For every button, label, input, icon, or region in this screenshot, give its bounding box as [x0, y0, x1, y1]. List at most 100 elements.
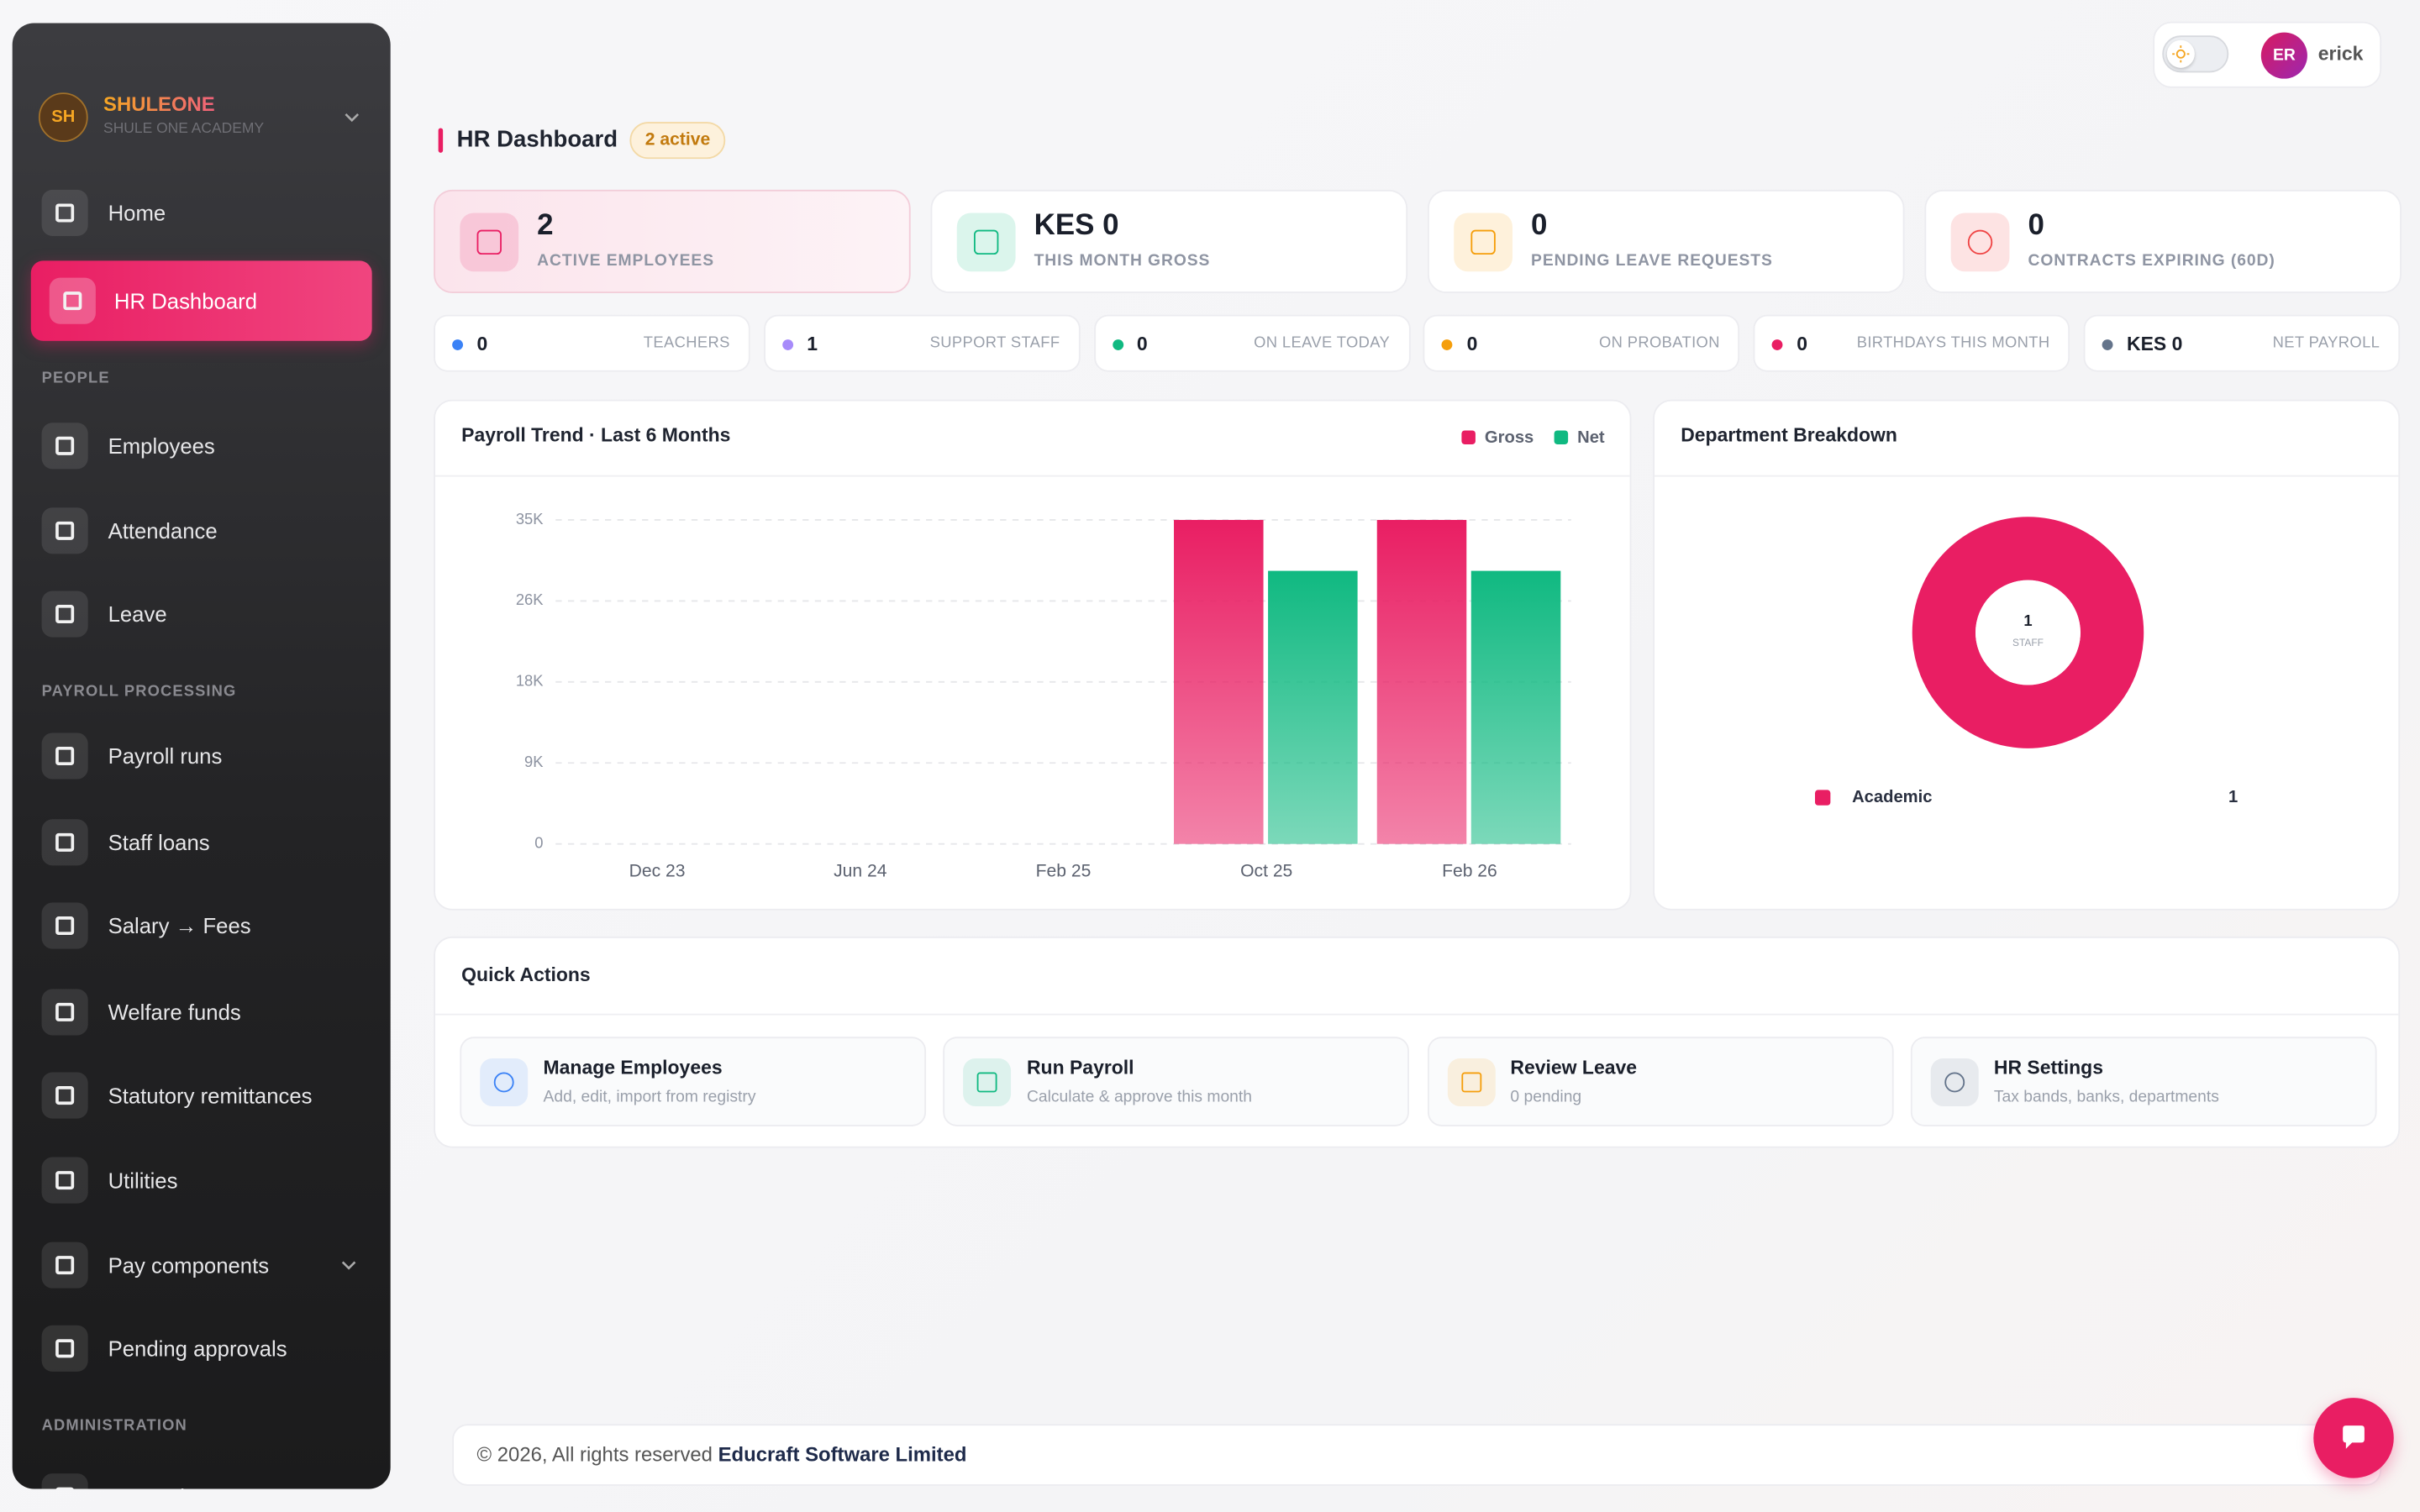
icon-glyph — [55, 916, 75, 936]
nav-item[interactable]: Statutory remittances — [108, 1083, 313, 1108]
y-tick-label: 18K — [516, 672, 544, 690]
sidebar: SH SHULEONE SHULE ONE ACADEMY Home HR Das… — [12, 23, 391, 1489]
icon-glyph — [55, 746, 75, 766]
department-card: Department Breakdown Academic 1 1 STAFF — [1653, 399, 2401, 911]
nav-icon — [41, 591, 88, 638]
nav-icon — [41, 1473, 88, 1489]
stat-label: THIS MONTH GROSS — [1034, 251, 1211, 270]
y-tick-label: 26K — [516, 591, 544, 608]
nav-icon — [49, 277, 96, 324]
nav-item[interactable]: HR Dashboard — [113, 288, 258, 313]
theme-toggle[interactable] — [2162, 35, 2229, 73]
section-title: Quick Actions — [461, 963, 591, 986]
divider — [1654, 475, 2399, 477]
stat-card: 0 CONTRACTS EXPIRING (60D) — [1924, 189, 2402, 293]
active-badge: 2 active — [629, 122, 726, 160]
nav-icon — [41, 1157, 88, 1204]
nav-item[interactable]: Pending approvals — [108, 1336, 287, 1362]
stat-value: 0 — [2028, 209, 2044, 243]
title-accent — [438, 128, 444, 153]
icon-glyph — [55, 1171, 75, 1190]
action-title: Manage Employees — [543, 1057, 723, 1079]
mini-label: NET PAYROLL — [2272, 334, 2381, 352]
divider — [434, 1013, 2399, 1016]
nav-item[interactable]: Welfare funds — [108, 1000, 241, 1025]
icon-glyph — [55, 521, 75, 540]
stat-card: KES 0 THIS MONTH GROSS — [930, 189, 1408, 293]
nav-icon — [41, 1072, 88, 1119]
status-dot — [1112, 339, 1123, 350]
action-description: Add, edit, import from registry — [543, 1087, 756, 1106]
stat-icon — [460, 213, 519, 272]
center-label: STAFF — [2012, 637, 2044, 648]
user-name: erick — [2317, 43, 2364, 66]
stat-label: ACTIVE EMPLOYEES — [537, 251, 715, 270]
icon-glyph — [493, 1072, 514, 1093]
nav-icon — [41, 989, 88, 1036]
icon-glyph — [55, 832, 75, 852]
mini-value: 0 — [1136, 333, 1148, 355]
stat-value: 2 — [537, 209, 554, 243]
nav-item[interactable]: Salary → Fees — [108, 913, 251, 938]
icon-glyph — [1470, 229, 1496, 255]
mini-stat: 0 ON LEAVE TODAY — [1093, 314, 1411, 372]
bar — [1268, 570, 1358, 844]
stat-label: CONTRACTS EXPIRING (60D) — [2028, 251, 2275, 270]
quick-action[interactable]: HR Settings Tax bands, banks, departments — [1910, 1037, 2377, 1126]
bar — [1470, 570, 1561, 844]
nav-item[interactable]: Utilities — [108, 1168, 178, 1193]
nav-icon — [41, 189, 88, 237]
payroll-card: Payroll Trend · Last 6 Months 0 9K 18K 26K 3… — [434, 399, 1632, 911]
nav-item[interactable]: Pay components — [108, 1252, 270, 1278]
mini-stat: 0 ON PROBATION — [1423, 314, 1740, 372]
nav-item[interactable]: Staff loans — [108, 830, 210, 855]
quick-action[interactable]: Review Leave 0 pending — [1427, 1037, 1893, 1126]
stat-card: 0 PENDING LEAVE REQUESTS — [1427, 189, 1905, 293]
nav-chevron[interactable] — [339, 1257, 358, 1273]
mini-value: 0 — [476, 333, 488, 355]
nav-icon — [41, 423, 88, 470]
x-tick-label: Feb 25 — [1036, 861, 1092, 880]
legend-swatch — [1461, 430, 1476, 444]
action-icon — [1447, 1058, 1496, 1106]
stat-icon — [1454, 213, 1513, 272]
legend-label: Academic — [1852, 788, 1932, 806]
nav-item[interactable]: Leave — [108, 601, 167, 627]
legend-swatch — [1815, 790, 1831, 806]
nav-item[interactable]: HR settings — [108, 1481, 220, 1489]
x-tick-label: Feb 26 — [1442, 861, 1497, 880]
icon-glyph — [63, 291, 82, 311]
action-title: HR Settings — [1993, 1057, 2103, 1079]
user-widget: ER erick — [2153, 21, 2382, 88]
mini-value: KES 0 — [2127, 333, 2183, 355]
mini-value: 1 — [807, 333, 818, 355]
mini-stat: KES 0 NET PAYROLL — [2083, 314, 2401, 372]
chat-button[interactable] — [2313, 1398, 2394, 1478]
nav-item[interactable]: Home — [108, 200, 166, 226]
nav-section: ADMINISTRATION — [41, 1417, 187, 1436]
company-name: Educraft Software Limited — [718, 1442, 967, 1466]
nav-item[interactable]: Employees — [108, 433, 215, 459]
bar — [1174, 519, 1264, 844]
nav-item[interactable]: Attendance — [108, 518, 218, 543]
user-avatar[interactable]: ER — [2260, 32, 2307, 79]
icon-glyph — [55, 1487, 75, 1489]
nav-item[interactable]: Payroll runs — [108, 743, 223, 769]
action-description: Tax bands, banks, departments — [1993, 1087, 2219, 1106]
quick-action[interactable]: Run Payroll Calculate & approve this mont… — [943, 1037, 1410, 1126]
y-tick-label: 0 — [534, 834, 543, 852]
icon-glyph — [55, 605, 75, 624]
icon-glyph — [973, 229, 999, 255]
brand-logo: SH — [38, 92, 88, 142]
mini-value: 0 — [1797, 333, 1808, 355]
mini-stat: 1 SUPPORT STAFF — [763, 314, 1081, 372]
quick-action[interactable]: Manage Employees Add, edit, import from r… — [460, 1037, 927, 1126]
legend-swatch — [1554, 430, 1569, 444]
y-tick-label: 35K — [516, 510, 544, 528]
brand-chevron[interactable] — [343, 109, 361, 124]
legend-value: 1 — [2228, 788, 2238, 806]
status-dot — [2102, 339, 2113, 350]
icon-glyph — [1967, 229, 1993, 255]
status-dot — [1771, 339, 1783, 350]
